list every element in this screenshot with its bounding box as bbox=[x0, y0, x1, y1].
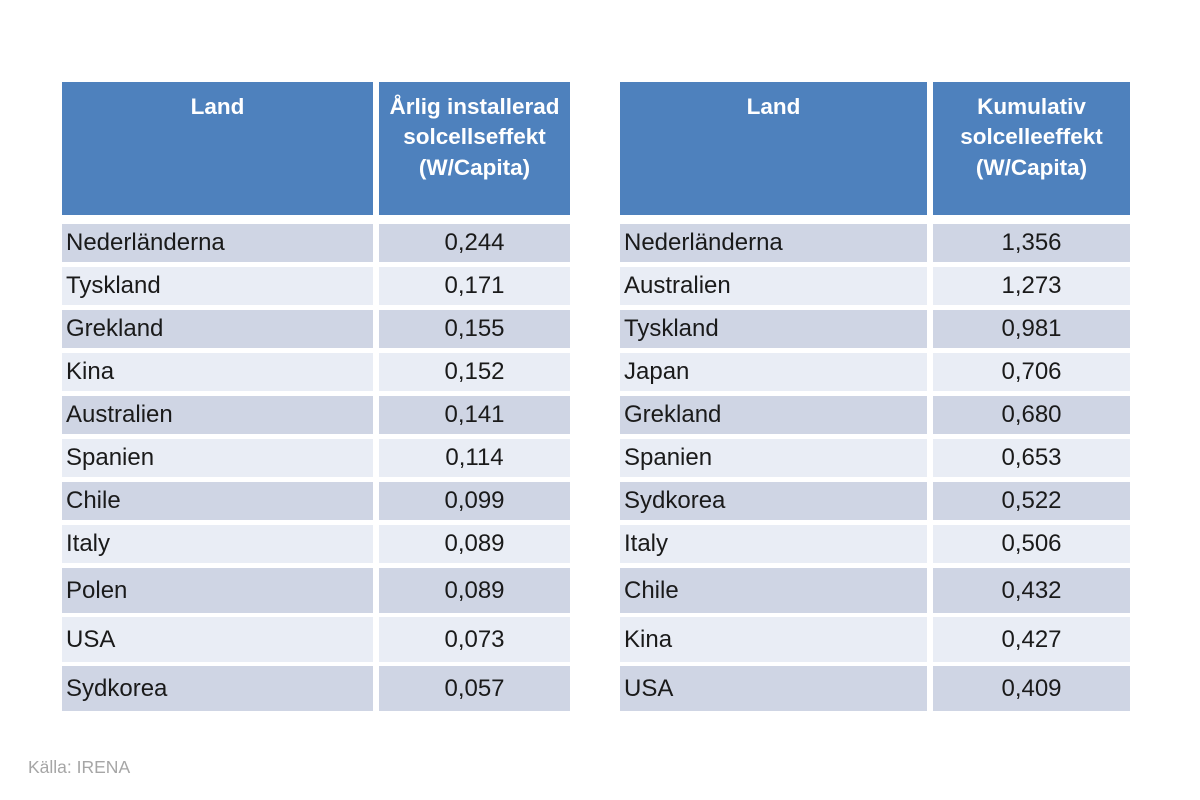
value-cell: 0,141 bbox=[379, 396, 570, 434]
cumulative-table-body: Nederländerna 1,356 Australien 1,273 Tys… bbox=[620, 224, 1130, 711]
cumulative-value-column-header: Kumulativ solcelleeffekt (W/Capita) bbox=[933, 82, 1130, 215]
value-cell: 0,114 bbox=[379, 439, 570, 477]
value-cell: 0,653 bbox=[933, 439, 1130, 477]
country-cell: Spanien bbox=[62, 439, 373, 477]
value-cell: 0,089 bbox=[379, 568, 570, 613]
value-cell: 0,981 bbox=[933, 310, 1130, 348]
table-row: Australien 0,141 bbox=[62, 396, 570, 434]
value-cell: 0,244 bbox=[379, 224, 570, 262]
value-cell: 0,409 bbox=[933, 666, 1130, 711]
country-cell: Grekland bbox=[62, 310, 373, 348]
country-cell: Australien bbox=[62, 396, 373, 434]
country-cell: Tyskland bbox=[620, 310, 927, 348]
table-row: Italy 0,089 bbox=[62, 525, 570, 563]
table-row: Spanien 0,653 bbox=[620, 439, 1130, 477]
value-cell: 0,089 bbox=[379, 525, 570, 563]
table-row: USA 0,073 bbox=[62, 617, 570, 662]
country-cell: Nederländerna bbox=[62, 224, 373, 262]
table-row: Australien 1,273 bbox=[620, 267, 1130, 305]
table-row: Kina 0,427 bbox=[620, 617, 1130, 662]
table-row: Chile 0,432 bbox=[620, 568, 1130, 613]
value-cell: 0,432 bbox=[933, 568, 1130, 613]
source-note: Källa: IRENA bbox=[28, 757, 131, 777]
table-row: Japan 0,706 bbox=[620, 353, 1130, 391]
value-cell: 1,273 bbox=[933, 267, 1130, 305]
table-row: Italy 0,506 bbox=[620, 525, 1130, 563]
table-row: USA 0,409 bbox=[620, 666, 1130, 711]
country-cell: USA bbox=[620, 666, 927, 711]
table-row: Polen 0,089 bbox=[62, 568, 570, 613]
cumulative-pv-table: Land Kumulativ solcelleeffekt (W/Capita)… bbox=[620, 82, 1130, 715]
cumulative-land-column-header: Land bbox=[620, 82, 927, 215]
table-row: Chile 0,099 bbox=[62, 482, 570, 520]
cumulative-table-header-row: Land Kumulativ solcelleeffekt (W/Capita) bbox=[620, 82, 1130, 215]
value-cell: 0,680 bbox=[933, 396, 1130, 434]
table-row: Tyskland 0,981 bbox=[620, 310, 1130, 348]
value-cell: 0,073 bbox=[379, 617, 570, 662]
country-cell: Italy bbox=[620, 525, 927, 563]
annual-table-header-row: Land Årlig installerad solcellseffekt (W… bbox=[62, 82, 570, 215]
value-cell: 0,171 bbox=[379, 267, 570, 305]
country-cell: Chile bbox=[62, 482, 373, 520]
country-cell: Kina bbox=[620, 617, 927, 662]
value-cell: 0,057 bbox=[379, 666, 570, 711]
country-cell: Japan bbox=[620, 353, 927, 391]
country-cell: Tyskland bbox=[62, 267, 373, 305]
value-cell: 1,356 bbox=[933, 224, 1130, 262]
country-cell: Australien bbox=[620, 267, 927, 305]
country-cell: Nederländerna bbox=[620, 224, 927, 262]
country-cell: Spanien bbox=[620, 439, 927, 477]
table-row: Sydkorea 0,057 bbox=[62, 666, 570, 711]
table-row: Nederländerna 0,244 bbox=[62, 224, 570, 262]
annual-installed-pv-table: Land Årlig installerad solcellseffekt (W… bbox=[62, 82, 570, 715]
table-row: Sydkorea 0,522 bbox=[620, 482, 1130, 520]
annual-land-column-header: Land bbox=[62, 82, 373, 215]
table-row: Tyskland 0,171 bbox=[62, 267, 570, 305]
country-cell: Sydkorea bbox=[62, 666, 373, 711]
country-cell: Kina bbox=[62, 353, 373, 391]
country-cell: Polen bbox=[62, 568, 373, 613]
annual-value-column-header: Årlig installerad solcellseffekt (W/Capi… bbox=[379, 82, 570, 215]
value-cell: 0,506 bbox=[933, 525, 1130, 563]
country-cell: USA bbox=[62, 617, 373, 662]
table-row: Grekland 0,680 bbox=[620, 396, 1130, 434]
value-cell: 0,522 bbox=[933, 482, 1130, 520]
country-cell: Sydkorea bbox=[620, 482, 927, 520]
country-cell: Chile bbox=[620, 568, 927, 613]
table-row: Spanien 0,114 bbox=[62, 439, 570, 477]
country-cell: Italy bbox=[62, 525, 373, 563]
table-row: Nederländerna 1,356 bbox=[620, 224, 1130, 262]
table-row: Kina 0,152 bbox=[62, 353, 570, 391]
annual-table-body: Nederländerna 0,244 Tyskland 0,171 Grekl… bbox=[62, 224, 570, 711]
value-cell: 0,706 bbox=[933, 353, 1130, 391]
value-cell: 0,152 bbox=[379, 353, 570, 391]
country-cell: Grekland bbox=[620, 396, 927, 434]
value-cell: 0,099 bbox=[379, 482, 570, 520]
value-cell: 0,427 bbox=[933, 617, 1130, 662]
value-cell: 0,155 bbox=[379, 310, 570, 348]
table-row: Grekland 0,155 bbox=[62, 310, 570, 348]
